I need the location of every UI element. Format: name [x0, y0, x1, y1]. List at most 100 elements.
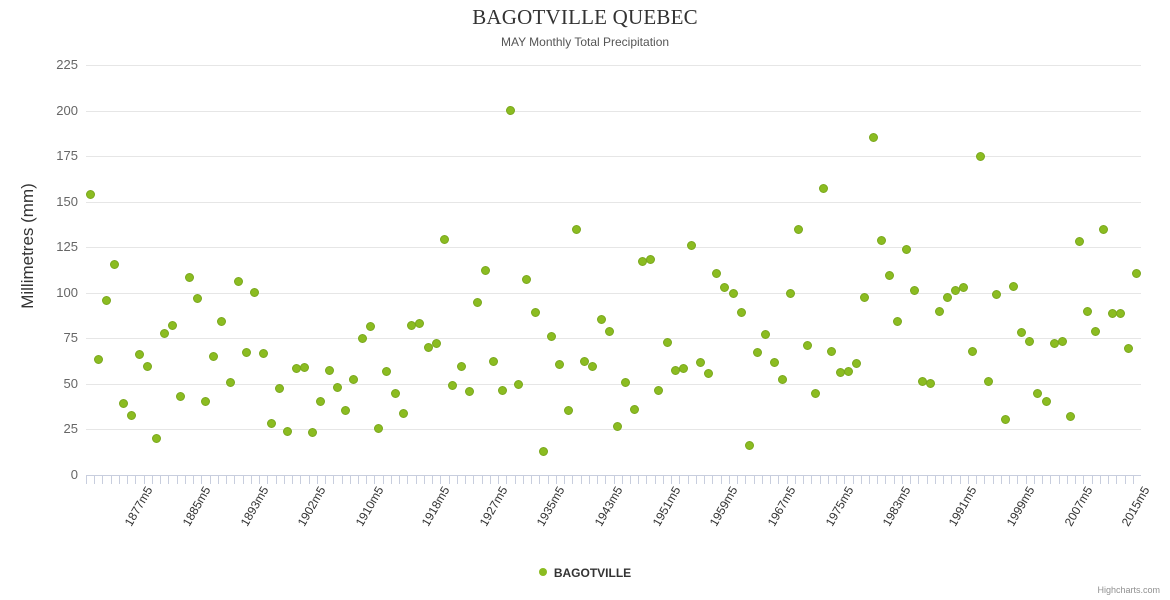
scatter-point[interactable]: [654, 385, 664, 395]
scatter-point[interactable]: [266, 418, 276, 428]
scatter-point[interactable]: [934, 307, 944, 317]
scatter-point[interactable]: [860, 292, 870, 302]
scatter-point[interactable]: [258, 349, 268, 359]
scatter-point[interactable]: [398, 409, 408, 419]
scatter-point[interactable]: [1016, 328, 1026, 338]
scatter-point[interactable]: [1000, 414, 1010, 424]
scatter-point[interactable]: [102, 295, 112, 305]
scatter-point[interactable]: [349, 374, 359, 384]
scatter-point[interactable]: [448, 381, 458, 391]
scatter-point[interactable]: [135, 350, 145, 360]
scatter-point[interactable]: [85, 189, 95, 199]
scatter-point[interactable]: [473, 298, 482, 308]
scatter-point[interactable]: [217, 316, 227, 326]
scatter-point[interactable]: [555, 360, 565, 370]
scatter-point[interactable]: [1041, 396, 1051, 406]
scatter-point[interactable]: [275, 383, 285, 393]
scatter-point[interactable]: [1074, 237, 1084, 247]
credits-watermark[interactable]: Highcharts.com: [1097, 585, 1160, 595]
scatter-point[interactable]: [819, 184, 829, 194]
scatter-point[interactable]: [695, 358, 705, 368]
scatter-point[interactable]: [382, 366, 392, 376]
scatter-point[interactable]: [1066, 412, 1076, 422]
scatter-point[interactable]: [893, 316, 903, 326]
scatter-point[interactable]: [901, 244, 911, 254]
scatter-point[interactable]: [1033, 389, 1043, 399]
scatter-point[interactable]: [538, 446, 548, 456]
scatter-point[interactable]: [662, 338, 672, 348]
scatter-point[interactable]: [151, 434, 161, 444]
scatter-point[interactable]: [110, 260, 120, 270]
legend-item-bagotville[interactable]: BAGOTVILLE: [538, 565, 631, 580]
scatter-point[interactable]: [233, 277, 243, 287]
scatter-point[interactable]: [291, 363, 301, 373]
scatter-point[interactable]: [827, 346, 837, 356]
scatter-point[interactable]: [843, 366, 853, 376]
scatter-point[interactable]: [126, 411, 136, 421]
scatter-point[interactable]: [489, 356, 499, 366]
scatter-point[interactable]: [184, 272, 194, 282]
scatter-point[interactable]: [497, 385, 507, 395]
scatter-point[interactable]: [522, 274, 532, 284]
scatter-point[interactable]: [1124, 343, 1134, 353]
scatter-point[interactable]: [423, 342, 433, 352]
scatter-point[interactable]: [571, 224, 581, 234]
scatter-point[interactable]: [1107, 309, 1117, 319]
scatter-point[interactable]: [176, 392, 186, 402]
scatter-point[interactable]: [456, 362, 466, 372]
scatter-point[interactable]: [1082, 307, 1092, 317]
scatter-point[interactable]: [744, 441, 754, 451]
scatter-point[interactable]: [703, 369, 713, 379]
scatter-point[interactable]: [1008, 281, 1018, 291]
scatter-point[interactable]: [596, 314, 606, 324]
scatter-point[interactable]: [225, 378, 235, 388]
scatter-point[interactable]: [563, 405, 573, 415]
scatter-point[interactable]: [992, 290, 1002, 300]
scatter-point[interactable]: [1091, 326, 1101, 336]
scatter-point[interactable]: [868, 133, 878, 143]
scatter-point[interactable]: [299, 362, 309, 372]
scatter-point[interactable]: [1049, 339, 1059, 349]
scatter-point[interactable]: [802, 341, 812, 351]
scatter-point[interactable]: [810, 388, 820, 398]
scatter-point[interactable]: [324, 365, 334, 375]
scatter-point[interactable]: [967, 346, 977, 356]
scatter-point[interactable]: [909, 286, 919, 296]
scatter-point[interactable]: [876, 236, 886, 246]
scatter-point[interactable]: [316, 396, 326, 406]
scatter-point[interactable]: [646, 255, 656, 265]
scatter-point[interactable]: [93, 354, 103, 364]
scatter-point[interactable]: [720, 282, 730, 292]
scatter-point[interactable]: [530, 308, 540, 318]
scatter-point[interactable]: [1099, 224, 1109, 234]
scatter-point[interactable]: [415, 319, 425, 329]
scatter-point[interactable]: [621, 377, 631, 387]
scatter-point[interactable]: [201, 396, 210, 406]
scatter-point[interactable]: [168, 321, 178, 331]
scatter-point[interactable]: [242, 347, 252, 357]
scatter-point[interactable]: [670, 365, 680, 375]
scatter-point[interactable]: [959, 282, 969, 292]
scatter-point[interactable]: [852, 359, 862, 369]
scatter-point[interactable]: [192, 293, 202, 303]
scatter-point[interactable]: [637, 257, 647, 267]
scatter-point[interactable]: [407, 321, 417, 331]
scatter-point[interactable]: [753, 348, 763, 358]
scatter-point[interactable]: [769, 358, 779, 368]
scatter-point[interactable]: [1115, 309, 1125, 319]
scatter-point[interactable]: [712, 269, 722, 279]
scatter-point[interactable]: [687, 240, 697, 250]
scatter-point[interactable]: [481, 265, 491, 275]
scatter-point[interactable]: [885, 270, 895, 280]
scatter-point[interactable]: [588, 362, 598, 372]
scatter-point[interactable]: [440, 235, 450, 245]
scatter-point[interactable]: [431, 339, 441, 349]
scatter-point[interactable]: [464, 386, 474, 396]
scatter-point[interactable]: [736, 308, 746, 318]
scatter-point[interactable]: [341, 405, 351, 415]
scatter-point[interactable]: [118, 399, 128, 409]
scatter-point[interactable]: [365, 321, 375, 331]
scatter-point[interactable]: [143, 362, 153, 372]
scatter-point[interactable]: [679, 363, 689, 373]
scatter-point[interactable]: [942, 292, 952, 302]
